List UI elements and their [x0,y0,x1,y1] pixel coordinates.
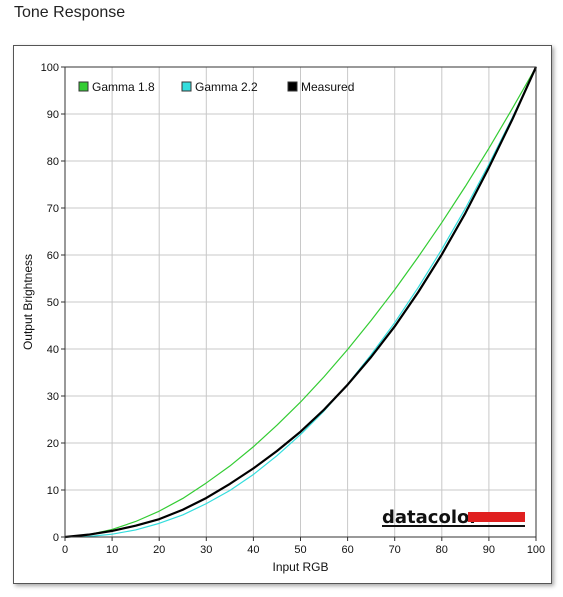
legend-label-measured: Measured [301,80,354,94]
datacolor-logo-bar [468,512,525,522]
y-tick-label: 10 [47,485,59,497]
x-tick-label: 100 [527,544,545,556]
tick-labels: 0 10 20 30 40 50 60 70 80 90 100 0 10 20 30 40 50 60 70 80 9… [41,62,546,556]
grid [64,66,537,538]
y-tick-label: 0 [53,532,59,544]
page-title: Tone Response [14,4,126,21]
x-tick-label: 50 [294,544,306,556]
y-tick-label: 80 [47,156,59,168]
legend-swatch-gamma-1-8 [78,81,89,92]
y-tick-label: 30 [47,391,59,403]
y-tick-label: 40 [47,344,59,356]
x-tick-label: 90 [483,544,495,556]
series-line-measured [64,66,538,539]
x-tick-label: 10 [106,544,118,556]
datacolor-logo-text: datacolor [382,507,478,528]
datacolor-logo: datacolor [382,507,525,528]
y-tick-label: 100 [41,62,59,74]
x-tick-label: 0 [62,544,68,556]
datacolor-logo-underline [382,525,525,527]
series-line-gamma-1-8 [64,66,537,538]
legend-label-gamma-1-8: Gamma 1.8 [92,80,155,94]
x-tick-label: 30 [200,544,212,556]
y-tick-label: 50 [47,297,59,309]
legend-swatch-measured [287,81,298,92]
y-tick-label: 20 [47,438,59,450]
x-tick-label: 60 [341,544,353,556]
x-axis-label: Input RGB [272,560,328,574]
legend-swatch-gamma-2-2 [181,81,192,92]
y-tick-label: 60 [47,250,59,262]
x-tick-label: 20 [153,544,165,556]
legend-label-gamma-2-2: Gamma 2.2 [195,80,258,94]
y-axis-label: Output Brightness [21,254,35,350]
x-tick-label: 70 [389,544,401,556]
x-tick-label: 80 [436,544,448,556]
chart-frame: 0 10 20 30 40 50 60 70 80 90 100 0 10 20 30 40 50 60 70 80 9… [13,45,552,584]
legend: Gamma 1.8 Gamma 2.2 Measured [78,80,354,94]
series-line-gamma-2-2 [64,66,537,538]
x-tick-label: 40 [247,544,259,556]
series-layer [64,66,538,539]
y-tick-label: 90 [47,109,59,121]
y-tick-label: 70 [47,203,59,215]
tone-response-chart: 0 10 20 30 40 50 60 70 80 90 100 0 10 20 30 40 50 60 70 80 9… [21,62,546,574]
